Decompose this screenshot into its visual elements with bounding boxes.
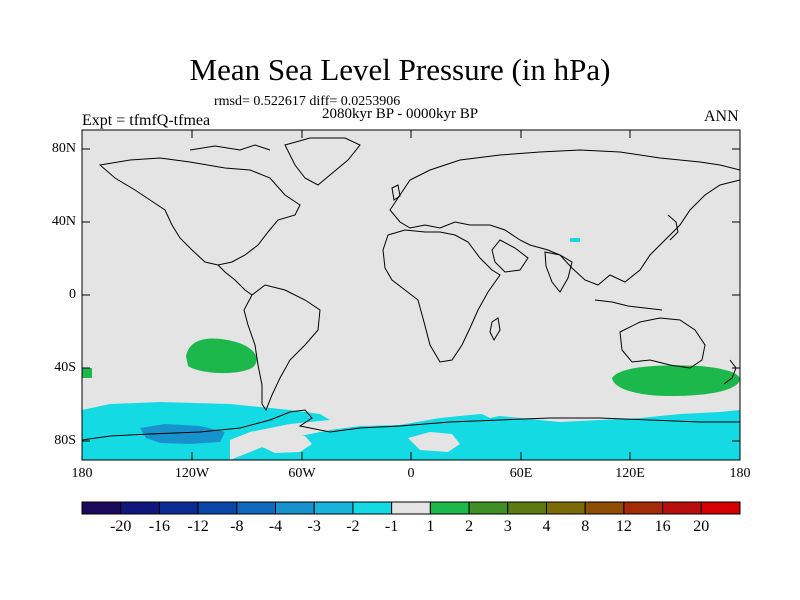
colorbar-label: -2 bbox=[346, 518, 360, 535]
coastlines bbox=[82, 137, 740, 441]
coast-africa bbox=[382, 229, 501, 363]
anomaly-ross-sea-blue bbox=[140, 424, 225, 444]
anomaly-weddell-neutral bbox=[262, 434, 312, 453]
colorbar-label: -8 bbox=[230, 518, 244, 535]
lat-label: 80N bbox=[51, 141, 76, 156]
lat-label: 40N bbox=[51, 214, 76, 229]
lon-ticks bbox=[191, 130, 631, 460]
colorbar-swatch bbox=[468, 501, 509, 515]
lon-label: 60E bbox=[509, 466, 533, 481]
colorbar-label: 8 bbox=[581, 518, 590, 535]
colorbar bbox=[81, 501, 741, 515]
colorbar-label: 20 bbox=[693, 518, 710, 535]
anomaly-western-edge-green bbox=[82, 368, 92, 378]
colorbar-label: 1 bbox=[426, 518, 435, 535]
colorbar-label: 2 bbox=[465, 518, 474, 535]
coast-greenland bbox=[284, 137, 361, 186]
coast-indonesia bbox=[594, 299, 663, 311]
colorbar-swatch bbox=[236, 501, 277, 515]
colorbar-label: 4 bbox=[542, 518, 551, 535]
anomaly-south-australia-green bbox=[612, 365, 740, 396]
period-line: 2080kyr BP - 0000kyr BP bbox=[322, 106, 479, 122]
colorbar-label: 12 bbox=[615, 518, 632, 535]
anomaly-south-pacific-green bbox=[186, 338, 257, 374]
lat-label: 80S bbox=[54, 433, 76, 448]
lat-label: 0 bbox=[69, 287, 76, 302]
lon-label: 120E bbox=[615, 466, 645, 481]
colorbar-swatch bbox=[275, 501, 315, 515]
colorbar-swatch bbox=[584, 501, 625, 515]
colorbar-swatch bbox=[352, 501, 393, 515]
colorbar-label: -12 bbox=[187, 518, 209, 535]
anomaly-antarctic-cyan-east bbox=[230, 410, 740, 460]
anomaly-east-antarctic-neutral bbox=[408, 432, 460, 452]
lon-label: 60W bbox=[288, 466, 316, 481]
coast-japan bbox=[667, 214, 679, 241]
colorbar-swatch bbox=[700, 501, 741, 515]
anomaly-indian-small bbox=[478, 406, 508, 418]
lon-label: 180 bbox=[729, 466, 751, 481]
colorbar-swatch bbox=[623, 501, 664, 515]
coast-eurasia bbox=[389, 149, 740, 286]
colorbar-swatch bbox=[81, 501, 122, 515]
coast-arctic-islands bbox=[189, 144, 271, 151]
lon-label: 0 bbox=[407, 466, 415, 481]
coast-arabia bbox=[491, 239, 529, 273]
coast-south-america bbox=[243, 284, 321, 412]
lon-label: 120W bbox=[174, 466, 210, 481]
colorbar-swatch bbox=[545, 501, 586, 515]
colorbar-swatch bbox=[662, 501, 702, 515]
colorbar-label: -20 bbox=[110, 518, 132, 535]
colorbar-swatch bbox=[391, 501, 431, 515]
anomaly-small-cyan bbox=[570, 238, 580, 242]
map-title: Mean Sea Level Pressure (in hPa) bbox=[189, 52, 611, 87]
coast-north-america bbox=[98, 157, 301, 266]
colorbar-swatch bbox=[507, 501, 547, 515]
lat-label: 40S bbox=[54, 360, 76, 375]
experiment-label: Expt = tfmfQ-tfmea bbox=[82, 112, 211, 129]
colorbar-label: 16 bbox=[654, 518, 671, 535]
season-label: ANN bbox=[704, 108, 739, 125]
colorbar-label: -16 bbox=[148, 518, 171, 535]
coast-antarctica bbox=[82, 409, 740, 441]
lon-label: 180 bbox=[71, 466, 93, 481]
coast-uk bbox=[391, 184, 401, 201]
colorbar-swatch bbox=[313, 501, 354, 515]
colorbar-label: -1 bbox=[384, 518, 399, 535]
coast-central-america bbox=[217, 264, 253, 296]
coast-new-zealand bbox=[723, 359, 737, 385]
colorbar-label: 3 bbox=[503, 518, 512, 535]
colorbar-swatch bbox=[158, 501, 199, 515]
lat-ticks bbox=[82, 148, 740, 442]
coast-madagascar bbox=[489, 317, 501, 342]
stats-line: rmsd= 0.522617 diff= 0.0253906 bbox=[214, 94, 401, 109]
colorbar-swatch bbox=[120, 501, 160, 515]
colorbar-label: -4 bbox=[268, 518, 283, 535]
colorbar-swatch bbox=[429, 501, 470, 515]
coast-india bbox=[544, 251, 573, 293]
coast-australia bbox=[619, 317, 706, 369]
colorbar-label: -3 bbox=[307, 518, 321, 535]
colorbar-swatch bbox=[197, 501, 238, 515]
